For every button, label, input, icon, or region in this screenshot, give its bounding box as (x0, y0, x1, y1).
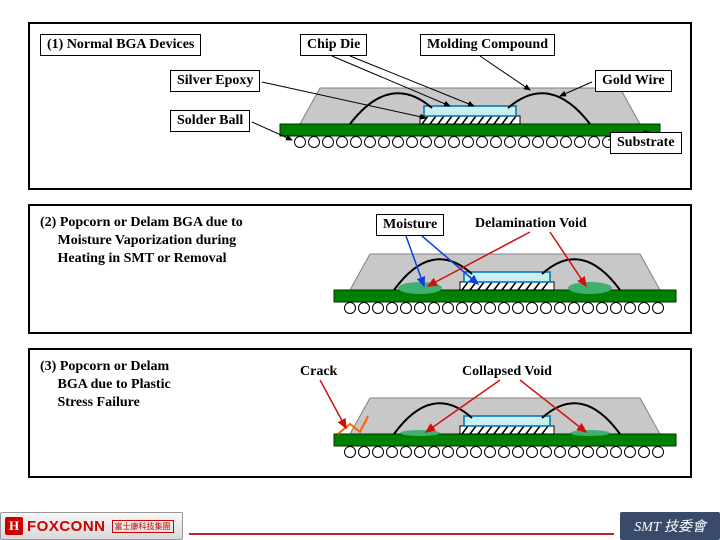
panel3-arrows (30, 350, 694, 480)
molding-label: Molding Compound (420, 34, 555, 56)
footer-divider (189, 533, 615, 535)
chip-die-label: Chip Die (300, 34, 367, 56)
panel2-arrows (30, 206, 694, 336)
footer-bar: H FOXCONN 富士康科技集團 SMT 技委會 (0, 512, 720, 540)
crack-label: Crack (300, 364, 337, 380)
solder-ball-label: Solder Ball (170, 110, 250, 132)
collapsed-void-label: Collapsed Void (462, 364, 552, 380)
panel-2: (2) Popcorn or Delam BGA due to Moisture… (28, 204, 692, 334)
moisture-label: Moisture (376, 214, 444, 236)
silver-epoxy-label: Silver Epoxy (170, 70, 260, 92)
gold-wire-label: Gold Wire (595, 70, 672, 92)
footer-right-badge: SMT 技委會 (620, 512, 720, 540)
delam-void-label: Delamination Void (475, 216, 587, 232)
brand-logo: H FOXCONN 富士康科技集團 (0, 512, 183, 540)
substrate-label: Substrate (610, 132, 682, 154)
brand-subtext: 富士康科技集團 (112, 520, 174, 533)
panel-3: (3) Popcorn or Delam BGA due to Plastic … (28, 348, 692, 478)
brand-text: FOXCONN (27, 518, 106, 535)
panel1-title: (1) Normal BGA Devices (40, 34, 201, 56)
brand-badge-icon: H (5, 517, 23, 535)
panel-1: (1) Normal BGA Devices Chip Die Molding … (28, 22, 692, 190)
